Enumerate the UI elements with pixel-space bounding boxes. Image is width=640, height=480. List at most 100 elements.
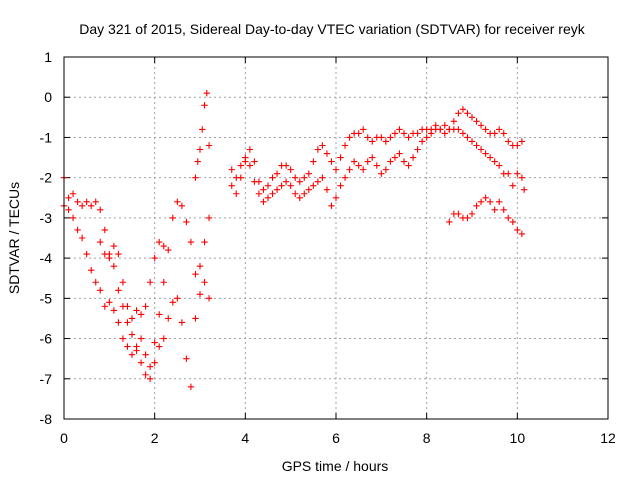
data-point <box>106 254 113 262</box>
data-point <box>156 238 163 246</box>
data-point <box>382 166 390 173</box>
data-point <box>296 194 303 201</box>
data-point <box>505 170 512 177</box>
data-point <box>137 335 145 342</box>
data-point <box>187 238 195 246</box>
data-point <box>350 158 358 165</box>
data-point <box>292 174 299 181</box>
data-point <box>518 174 526 181</box>
data-point <box>360 166 367 173</box>
data-point <box>355 130 362 137</box>
data-point <box>468 210 476 218</box>
series-trace-c <box>97 238 167 322</box>
y-tick-label: -6 <box>40 331 53 347</box>
series-trace-b <box>60 174 213 391</box>
data-point <box>459 130 467 137</box>
x-tick-label: 2 <box>151 430 159 446</box>
data-point <box>369 154 376 161</box>
x-tick-label: 10 <box>510 430 526 446</box>
data-point <box>246 146 254 153</box>
data-point <box>491 130 498 137</box>
data-point <box>491 206 498 214</box>
data-point <box>183 218 190 226</box>
data-point <box>101 303 108 310</box>
data-point <box>115 250 122 258</box>
data-point <box>455 210 462 218</box>
y-tick-label: 1 <box>44 49 52 65</box>
data-point <box>355 162 362 169</box>
data-point <box>255 190 263 197</box>
data-point <box>273 186 281 193</box>
data-point <box>405 134 412 141</box>
data-point <box>156 311 163 318</box>
data-point <box>301 174 308 181</box>
data-point <box>83 198 90 205</box>
data-point <box>203 90 210 97</box>
data-point <box>237 162 244 169</box>
data-point <box>146 375 154 382</box>
data-point <box>520 186 528 193</box>
data-point <box>119 335 127 342</box>
data-point <box>378 134 385 141</box>
data-point <box>391 130 399 137</box>
data-point <box>305 186 312 193</box>
data-point <box>110 262 118 270</box>
data-point <box>74 198 81 205</box>
data-point <box>310 182 317 189</box>
data-point <box>287 166 294 173</box>
data-point <box>301 190 308 197</box>
data-point <box>169 299 176 306</box>
data-point <box>373 162 380 169</box>
data-point <box>400 130 408 137</box>
x-tick-label: 8 <box>423 430 431 446</box>
data-point <box>486 198 494 205</box>
data-point <box>205 142 213 149</box>
data-point <box>346 134 353 141</box>
data-point <box>242 158 249 165</box>
data-point <box>110 242 118 250</box>
data-point <box>110 307 118 314</box>
data-point <box>196 262 204 270</box>
data-point <box>165 246 172 254</box>
data-point <box>337 182 344 189</box>
data-point <box>369 138 376 145</box>
y-tick-label: -8 <box>40 411 53 427</box>
data-point <box>178 202 186 210</box>
data-point <box>92 198 99 205</box>
data-point <box>178 319 186 326</box>
data-point <box>169 214 176 222</box>
data-point <box>505 214 512 222</box>
data-point <box>505 138 512 145</box>
data-point <box>264 194 272 201</box>
data-point <box>192 271 199 278</box>
data-points <box>60 90 528 391</box>
data-point <box>477 122 485 129</box>
data-point <box>278 182 285 189</box>
y-tick-label: 0 <box>44 89 52 105</box>
data-point <box>473 202 480 210</box>
data-point <box>414 146 421 153</box>
data-point <box>473 142 480 149</box>
data-point <box>468 138 476 145</box>
data-point <box>323 150 331 157</box>
data-point <box>78 202 86 210</box>
y-axis-label: SDTVAR / TECUs <box>6 182 22 294</box>
data-point <box>287 182 294 189</box>
data-point <box>482 194 489 201</box>
data-point <box>101 226 108 234</box>
data-point <box>409 154 417 161</box>
data-point <box>346 166 353 173</box>
data-point <box>69 214 77 222</box>
data-point <box>482 126 489 133</box>
data-point <box>482 150 489 157</box>
data-point <box>151 339 158 346</box>
data-point <box>237 174 244 181</box>
data-point <box>133 307 140 314</box>
data-point <box>500 206 507 214</box>
data-point <box>187 383 195 391</box>
data-point <box>69 190 77 197</box>
data-point <box>196 146 204 153</box>
data-point <box>264 182 272 189</box>
data-point <box>201 238 208 246</box>
data-point <box>296 178 303 185</box>
